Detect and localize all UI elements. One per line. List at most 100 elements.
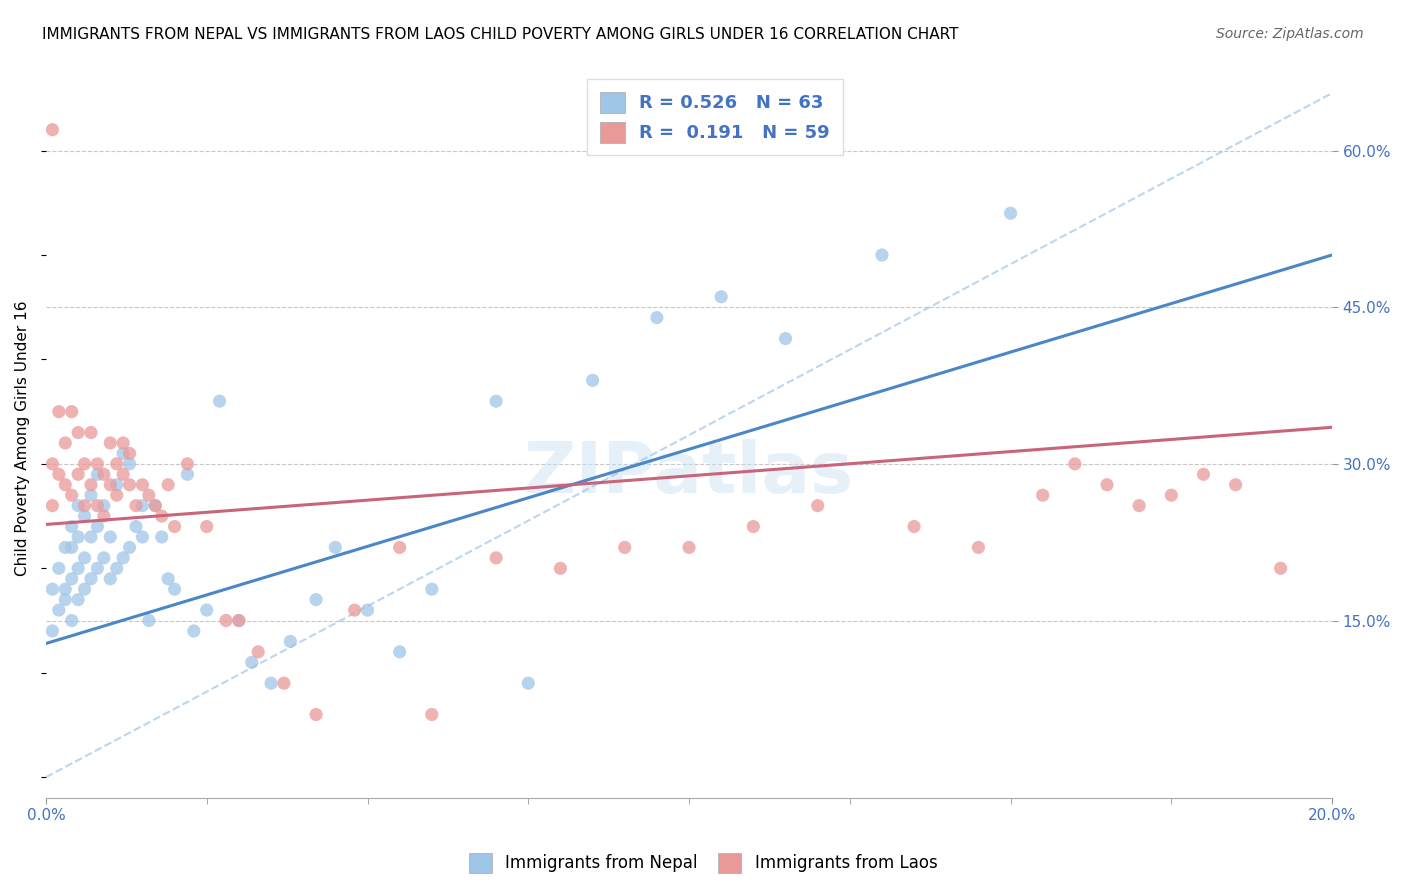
Point (176, 467, 198, 482)
Point (48, 561, 70, 575)
Point (80, 477, 103, 491)
Point (67, 592, 90, 607)
Point (98, 572, 121, 586)
Point (86, 457, 108, 471)
Point (228, 614, 250, 628)
Point (157, 477, 180, 491)
Y-axis label: Child Poverty Among Girls Under 16: Child Poverty Among Girls Under 16 (15, 300, 30, 575)
Point (1063, 457, 1085, 471)
Point (53, 582, 76, 597)
Point (710, 290, 733, 304)
Point (93, 499, 115, 513)
Point (581, 373, 603, 387)
Point (105, 488, 128, 502)
Point (150, 530, 173, 544)
Point (41, 499, 63, 513)
Point (325, 541, 347, 555)
Point (80, 488, 103, 502)
Point (86, 561, 108, 575)
Point (143, 499, 166, 513)
Point (228, 614, 250, 628)
Point (93, 550, 115, 565)
Point (870, 248, 893, 262)
Point (41, 122, 63, 136)
Point (645, 310, 668, 325)
Point (80, 425, 103, 440)
Point (183, 624, 205, 638)
Point (195, 519, 218, 533)
Point (967, 541, 990, 555)
Point (1032, 488, 1054, 502)
Point (53, 477, 76, 491)
Point (60, 404, 83, 418)
Point (73, 457, 96, 471)
Point (305, 707, 328, 722)
Point (1000, 206, 1022, 220)
Point (138, 614, 160, 628)
Point (163, 582, 186, 597)
Point (53, 541, 76, 555)
Point (420, 707, 443, 722)
Point (485, 394, 508, 409)
Point (73, 499, 96, 513)
Point (53, 436, 76, 450)
Point (485, 550, 508, 565)
Point (1270, 561, 1292, 575)
Point (125, 499, 148, 513)
Point (356, 603, 378, 617)
Point (163, 519, 186, 533)
Point (73, 509, 96, 524)
Point (112, 436, 135, 450)
Point (1160, 488, 1182, 502)
Point (260, 676, 283, 690)
Point (517, 676, 540, 690)
Point (93, 509, 115, 524)
Point (60, 488, 83, 502)
Point (1192, 467, 1215, 482)
Point (678, 541, 700, 555)
Point (388, 645, 411, 659)
Point (86, 519, 108, 533)
Point (118, 541, 141, 555)
Point (1095, 477, 1118, 491)
Point (60, 572, 83, 586)
Point (112, 446, 135, 460)
Point (195, 603, 218, 617)
Point (98, 477, 121, 491)
Point (86, 467, 108, 482)
Point (613, 541, 636, 555)
Point (305, 592, 328, 607)
Point (105, 457, 128, 471)
Point (80, 530, 103, 544)
Point (131, 530, 153, 544)
Point (67, 467, 90, 482)
Point (247, 645, 270, 659)
Point (775, 332, 797, 346)
Point (73, 582, 96, 597)
Legend: R = 0.526   N = 63, R =  0.191   N = 59: R = 0.526 N = 63, R = 0.191 N = 59 (586, 79, 842, 155)
Point (176, 457, 198, 471)
Point (41, 457, 63, 471)
Point (86, 499, 108, 513)
Point (273, 676, 295, 690)
Text: ZIPatlas: ZIPatlas (524, 439, 853, 508)
Point (112, 550, 135, 565)
Point (98, 436, 121, 450)
Point (903, 519, 925, 533)
Point (388, 541, 411, 555)
Point (343, 603, 366, 617)
Point (60, 519, 83, 533)
Point (807, 499, 830, 513)
Point (41, 582, 63, 597)
Point (48, 603, 70, 617)
Point (1128, 499, 1150, 513)
Point (60, 614, 83, 628)
Point (138, 488, 160, 502)
Point (1225, 477, 1247, 491)
Point (41, 624, 63, 638)
Point (53, 592, 76, 607)
Point (143, 499, 166, 513)
Point (98, 530, 121, 544)
Point (67, 499, 90, 513)
Point (550, 561, 572, 575)
